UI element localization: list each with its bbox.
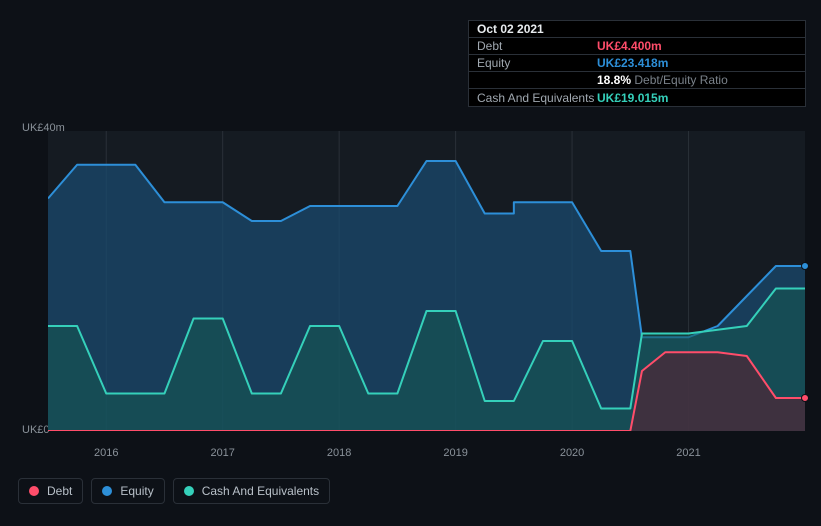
legend-item-cash[interactable]: Cash And Equivalents [173,478,330,504]
y-axis-label-min: UK£0 [22,424,50,436]
legend-label: Debt [47,484,72,498]
chart-svg [48,131,805,431]
x-axis-tick-label: 2016 [94,447,118,459]
legend: Debt Equity Cash And Equivalents [18,478,330,504]
legend-swatch-icon [102,486,112,496]
x-axis-tick-label: 2017 [210,447,234,459]
tooltip-row-debt: Debt UK£4.400m [469,38,805,55]
tooltip-card: Oct 02 2021 Debt UK£4.400m Equity UK£23.… [468,20,806,107]
legend-swatch-icon [184,486,194,496]
tooltip-value: UK£23.418m [597,56,668,70]
legend-label: Equity [120,484,153,498]
tooltip-date: Oct 02 2021 [469,21,805,38]
tooltip-row-ratio: 18.8% Debt/Equity Ratio [469,72,805,89]
tooltip-value: UK£19.015m [597,91,668,105]
tooltip-value: 18.8% Debt/Equity Ratio [597,73,728,87]
legend-item-equity[interactable]: Equity [91,478,164,504]
legend-swatch-icon [29,486,39,496]
tooltip-value: UK£4.400m [597,39,662,53]
chart-plot-area[interactable] [48,131,805,431]
x-axis-tick-label: 2020 [560,447,584,459]
x-axis-tick-label: 2019 [443,447,467,459]
x-axis-tick-label: 2021 [676,447,700,459]
x-axis-tick-label: 2018 [327,447,351,459]
tooltip-label: Cash And Equivalents [477,91,597,105]
legend-item-debt[interactable]: Debt [18,478,83,504]
tooltip-row-cash: Cash And Equivalents UK£19.015m [469,89,805,106]
tooltip-label: Debt [477,39,597,53]
legend-label: Cash And Equivalents [202,484,319,498]
series-endpoint-icon [801,394,809,402]
series-endpoint-icon [801,262,809,270]
tooltip-row-equity: Equity UK£23.418m [469,55,805,72]
tooltip-label: Equity [477,56,597,70]
